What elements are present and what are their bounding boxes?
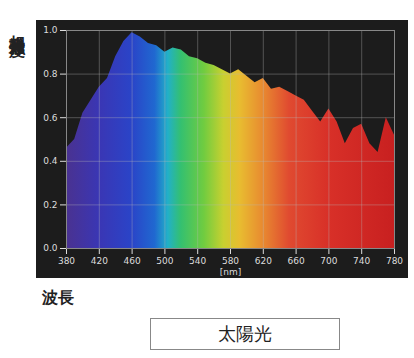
svg-text:0.8: 0.8	[43, 69, 58, 79]
svg-text:[nm]: [nm]	[220, 267, 242, 277]
svg-text:380: 380	[58, 256, 75, 266]
svg-text:0.2: 0.2	[43, 200, 57, 210]
svg-text:0.4: 0.4	[43, 156, 58, 166]
svg-text:0.6: 0.6	[43, 113, 58, 123]
svg-text:740: 740	[353, 256, 370, 266]
svg-text:660: 660	[288, 256, 305, 266]
svg-text:420: 420	[91, 256, 108, 266]
svg-text:620: 620	[255, 256, 272, 266]
html-text:太陽光: 太陽光	[218, 323, 272, 344]
svg-text:0.0: 0.0	[43, 243, 58, 253]
svg-text:700: 700	[320, 256, 337, 266]
html-text:波長: 波長	[42, 288, 74, 307]
svg-text:1.0: 1.0	[43, 25, 58, 35]
svg-text:500: 500	[156, 256, 173, 266]
svg-text:460: 460	[124, 256, 141, 266]
svg-text:580: 580	[222, 256, 239, 266]
svg-text:780: 780	[386, 256, 403, 266]
html-text:相対発光強度: 相対発光強度	[8, 22, 27, 28]
svg-text:540: 540	[189, 256, 206, 266]
